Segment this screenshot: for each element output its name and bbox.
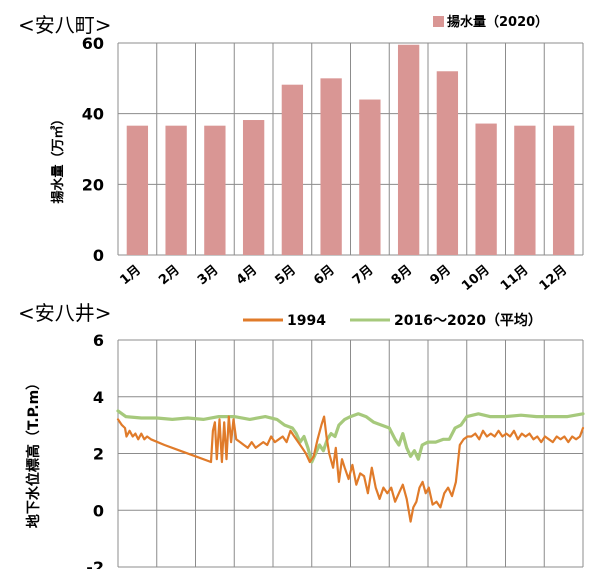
bottom-y-tick-label: 4 bbox=[93, 388, 104, 407]
bottom-y-axis-label: 地下水位標高（T.P.m） bbox=[25, 376, 42, 528]
top-legend: 揚水量（2020） bbox=[433, 14, 548, 30]
top-x-tick-label: 7月 bbox=[350, 263, 377, 289]
top-x-tick-label: 2月 bbox=[156, 263, 183, 289]
top-x-tick-label: 6月 bbox=[311, 263, 338, 289]
top-x-tick-label: 8月 bbox=[389, 263, 416, 289]
top-x-tick-label: 5月 bbox=[272, 263, 299, 289]
legend-label-1994: 1994 bbox=[287, 313, 326, 329]
top-x-tick-label: 12月 bbox=[537, 263, 570, 294]
bottom-y-tick-labels: -2 0 2 4 6 bbox=[86, 331, 104, 569]
top-x-tick-labels: 1月 2月 3月 4月 5月 6月 7月 8月 9月 10月 11月 12月 bbox=[117, 263, 570, 294]
top-chart-title: <安八町> bbox=[18, 13, 112, 37]
top-bars bbox=[126, 44, 575, 256]
bottom-y-tick-label: 0 bbox=[93, 501, 104, 520]
series-line-average bbox=[116, 409, 585, 464]
top-grid bbox=[117, 42, 584, 256]
bar-12 bbox=[552, 125, 575, 256]
top-legend-label: 揚水量（2020） bbox=[447, 14, 548, 30]
top-y-axis-label: 揚水量（万㎥） bbox=[50, 112, 66, 203]
top-y-tick-label: 40 bbox=[82, 105, 104, 124]
bottom-y-tick-label: 2 bbox=[93, 445, 104, 464]
top-y-tick-label: 20 bbox=[82, 175, 104, 194]
bar-10 bbox=[475, 123, 497, 255]
bar-1 bbox=[126, 125, 149, 256]
bar-3 bbox=[204, 125, 226, 256]
bottom-y-tick-label: -2 bbox=[86, 558, 104, 569]
bar-11 bbox=[514, 125, 536, 256]
top-x-tick-label: 10月 bbox=[459, 263, 492, 294]
top-x-tick-label: 4月 bbox=[234, 263, 261, 289]
bottom-y-tick-label: 6 bbox=[93, 331, 104, 350]
bar-6 bbox=[320, 78, 342, 255]
bar-9 bbox=[436, 71, 459, 256]
groundwater-level-chart: <安八井> 1994 2016～2020（平均） 地下水位標高（T.P.m） -… bbox=[18, 301, 585, 569]
top-x-tick-label: 3月 bbox=[195, 263, 222, 289]
pumping-volume-chart: <安八町> 揚水量（2020） 揚水量（万㎥） 0 20 40 60 1月 2月 3月 4月… bbox=[18, 13, 584, 294]
legend-label-average: 2016～2020（平均） bbox=[394, 312, 542, 329]
bar-8 bbox=[397, 44, 420, 256]
bottom-grid bbox=[117, 339, 584, 568]
top-y-tick-label: 0 bbox=[93, 246, 104, 265]
bottom-chart-title: <安八井> bbox=[18, 301, 112, 325]
top-x-tick-label: 9月 bbox=[427, 263, 454, 289]
bar-4 bbox=[242, 120, 265, 255]
series-line-1994 bbox=[116, 415, 585, 523]
top-x-tick-label: 11月 bbox=[498, 263, 531, 294]
bar-5 bbox=[281, 84, 304, 256]
bottom-legend: 1994 2016～2020（平均） bbox=[243, 312, 542, 329]
bar-7 bbox=[359, 99, 381, 256]
top-x-tick-label: 1月 bbox=[117, 263, 144, 289]
bar-2 bbox=[165, 125, 187, 256]
top-legend-swatch bbox=[433, 16, 444, 27]
bottom-series bbox=[116, 409, 585, 523]
top-y-tick-labels: 0 20 40 60 bbox=[82, 34, 104, 265]
top-y-tick-label: 60 bbox=[82, 34, 104, 53]
